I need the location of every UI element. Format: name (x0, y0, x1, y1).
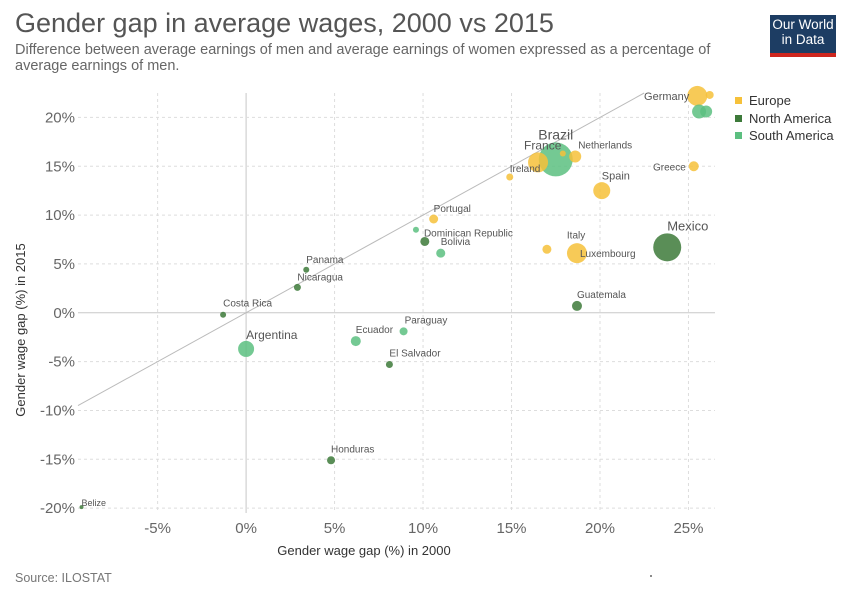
point-label: Nicaragua (297, 272, 343, 283)
y-tick-label: 10% (45, 207, 75, 224)
data-point (700, 105, 713, 118)
point-label: Italy (567, 230, 585, 241)
footer-dot (650, 575, 652, 577)
x-tick-label: 5% (324, 520, 346, 537)
point-label: Netherlands (578, 140, 632, 151)
data-point (238, 340, 255, 357)
logo-line-2: in Data (781, 32, 825, 47)
chart-title: Gender gap in average wages, 2000 vs 201… (15, 8, 554, 38)
point-label: Bolivia (441, 237, 471, 248)
point-label: France (524, 138, 562, 152)
y-tick-label: 5% (53, 256, 75, 273)
point-label: Portugal (434, 204, 471, 215)
legend-swatch (735, 114, 742, 122)
point-label: Belize (82, 498, 107, 508)
legend-item[interactable]: North America (735, 110, 834, 128)
data-point (566, 243, 587, 264)
logo-line-1: Our World (772, 17, 834, 32)
y-tick-label: -20% (40, 500, 75, 517)
data-point (569, 150, 582, 163)
data-point (705, 90, 714, 99)
x-tick-label: 20% (585, 520, 615, 537)
x-tick-label: 15% (496, 520, 526, 537)
point-label: Panama (306, 255, 344, 266)
data-point (79, 505, 84, 510)
y-tick-label: -10% (40, 402, 75, 419)
data-point (542, 244, 552, 254)
data-point (220, 311, 227, 318)
point-label: Ecuador (356, 325, 394, 336)
data-point (420, 236, 430, 246)
data-point (436, 248, 446, 258)
y-tick-label: -5% (48, 354, 75, 371)
data-point (687, 85, 708, 106)
x-axis-title: Gender wage gap (%) in 2000 (277, 543, 450, 558)
point-label: Greece (653, 162, 686, 173)
data-point (653, 233, 682, 262)
point-label: Ireland (510, 164, 541, 175)
point-label: Spain (602, 171, 630, 183)
x-tick-label: 0% (235, 520, 257, 537)
y-tick-label: -15% (40, 451, 75, 468)
data-point (385, 361, 393, 369)
point-label: Costa Rica (223, 299, 272, 310)
legend-swatch (735, 132, 742, 140)
x-tick-label: 10% (408, 520, 438, 537)
point-label: Honduras (331, 444, 374, 455)
point-label: El Salvador (389, 349, 441, 360)
data-point (571, 300, 582, 311)
legend: Europe North America South America (735, 92, 834, 145)
data-point (293, 283, 301, 291)
data-point (399, 327, 408, 336)
data-point (429, 214, 439, 224)
x-tick-label: -5% (144, 520, 171, 537)
data-point (350, 336, 361, 347)
data-point (559, 150, 566, 157)
y-tick-label: 20% (45, 109, 75, 126)
legend-swatch (735, 97, 742, 105)
point-label: Luxembourg (580, 249, 636, 260)
owid-logo[interactable]: Our World in Data (770, 15, 836, 56)
y-tick-label: 0% (53, 305, 75, 322)
point-label: Mexico (667, 218, 708, 233)
data-point (688, 161, 699, 172)
point-label: Guatemala (577, 290, 626, 301)
legend-label: North America (749, 110, 832, 126)
legend-label: Europe (749, 93, 791, 109)
point-label: Paraguay (405, 315, 448, 326)
y-tick-label: 15% (45, 158, 75, 175)
legend-item[interactable]: Europe (735, 92, 834, 110)
data-point (528, 152, 549, 173)
source-note[interactable]: Source: ILOSTAT (15, 571, 112, 585)
legend-label: South America (749, 128, 834, 144)
data-point (506, 173, 514, 181)
point-label: Dominican Republic (424, 229, 513, 240)
data-point (593, 182, 611, 200)
data-point (412, 226, 419, 233)
y-axis-title: Gender wage gap (%) in 2015 (13, 243, 28, 416)
point-label: Brazil (538, 126, 573, 142)
chart-subtitle: Difference between average earnings of m… (15, 42, 711, 74)
data-point (327, 456, 336, 465)
legend-item[interactable]: South America (735, 127, 834, 145)
data-point (303, 266, 310, 273)
point-label: Germany (644, 91, 690, 103)
x-tick-label: 25% (673, 520, 703, 537)
logo-accent-bar (770, 53, 836, 57)
point-label: Argentina (246, 328, 298, 342)
